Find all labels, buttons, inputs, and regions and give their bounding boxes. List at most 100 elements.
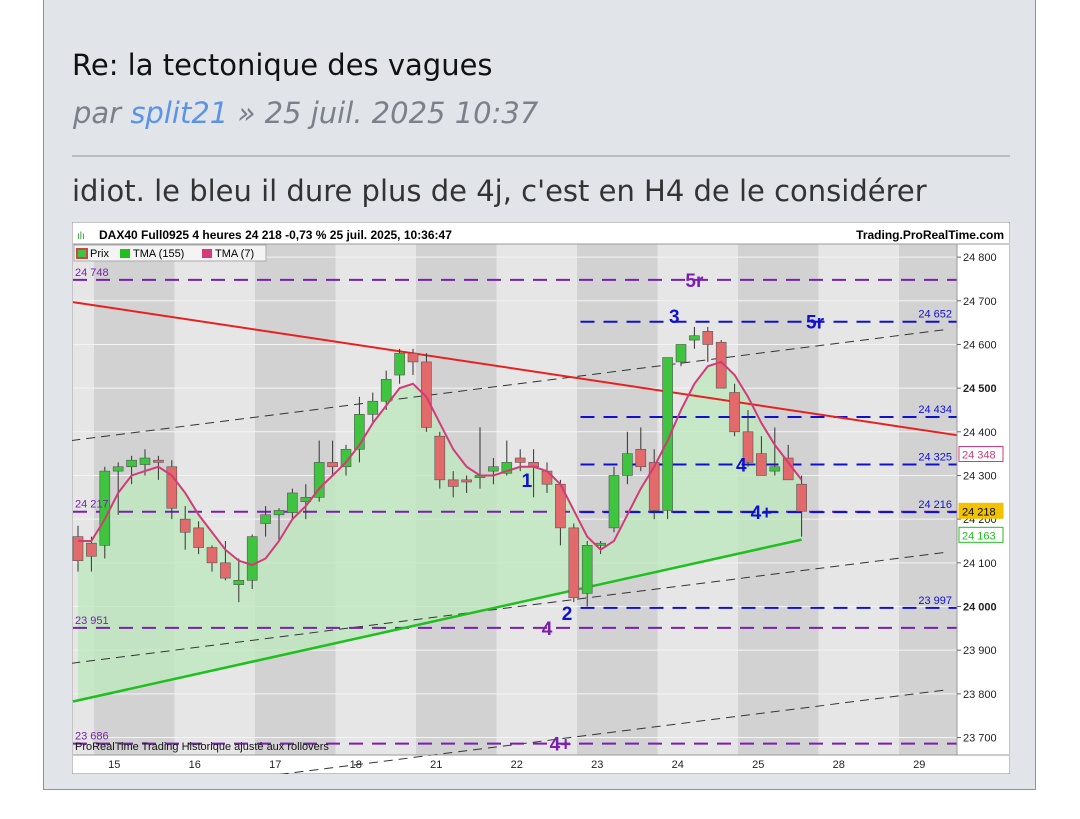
candle-down [72,536,84,561]
forum-post: Re: la tectonique des vagues par split21… [43,0,1036,790]
wave-label: 5r [806,313,825,334]
wave-label: 2 [562,604,573,625]
y-tick-label: 24 300 [963,470,997,482]
y-tick-label: 23 900 [963,645,997,657]
candle-up [608,475,620,529]
candle-up [126,459,137,468]
candle-up [380,379,392,402]
x-tick-label: 23 [591,759,603,771]
y-tick-label: 24 400 [963,427,997,439]
legend-swatch-tma7 [202,249,212,258]
tma155-area-fill [78,361,802,701]
x-tick-label: 24 [672,759,684,771]
chart-source: Trading.ProRealTime.com [856,228,1004,242]
tma7-line [78,360,803,567]
candle-down [220,562,231,579]
candles [72,326,807,607]
candle-down [447,479,459,487]
post-date: 25 juil. 2025 10:37 [264,96,539,130]
legend-label-prix: Prix [90,248,109,260]
candle-up [287,492,298,513]
blue-level-label: 24 434 [918,404,952,416]
wave-label: 3 [669,307,680,328]
candle-up [501,462,513,474]
wave-label: 1 [522,471,533,492]
signal-icon: ılı [77,231,85,242]
y-tick-label: 24 100 [963,558,997,570]
candle-up [675,344,687,363]
channel-line [278,688,950,774]
blue-level-label: 24 652 [918,309,952,321]
candle-up [622,453,633,476]
price-tag-label: 24 218 [962,506,996,518]
candle-down [193,527,204,548]
candle-down [434,435,446,481]
candle-up [340,448,352,468]
candle-down [715,341,727,389]
candle-down [568,527,580,599]
x-tick-label: 22 [511,759,523,771]
candle-down [461,479,472,483]
channel-lines [72,328,950,774]
candle-down [179,518,191,533]
candle-down [514,457,526,463]
y-tick-label: 24 600 [963,339,997,351]
purple-level-label: 24 217 [75,499,109,511]
candle-up [662,357,673,511]
divider [72,155,1010,157]
candle-down [729,392,740,433]
price-tag-box [958,502,1004,519]
wave-label: 4+ [751,503,773,524]
candle-up [313,462,325,498]
x-tick-label: 15 [108,759,120,771]
legend-swatch-prix [76,248,88,259]
chart-image: 5r 3 5r 1 4 4+ 2 4 4+ 24 748 24 217 23 951 23 686 24… [72,222,1010,774]
y-tick-label: 23 700 [963,733,997,745]
y-tick-label: 24 700 [963,296,997,308]
wave-label: 4+ [550,735,572,756]
blue-level-label: 23 997 [918,595,952,607]
price-tag-label: 24 348 [962,450,996,462]
trend-line [72,301,958,437]
chart-header: DAX40 Full0925 4 heures 24 218 -0,73 % 2… [99,228,452,242]
price-tag-box [958,526,1004,543]
y-tick-label: 24 800 [963,252,997,264]
purple-level-label: 24 748 [75,267,109,279]
candle-down [702,331,714,345]
legend-label-tma7: TMA (7) [215,248,254,260]
candle-down [635,448,647,468]
candle-down [153,459,164,463]
candle-down [421,361,432,428]
candle-down [407,352,419,363]
post-title[interactable]: Re: la tectonique des vagues [72,48,493,82]
candle-up [246,536,258,581]
x-axis: 15 16 17 18 21 22 23 24 25 28 29 [108,759,925,771]
author-link[interactable]: split21 [130,96,229,130]
candle-up [354,414,365,450]
candle-up [581,545,593,594]
purple-level-label: 23 951 [75,615,109,627]
header-bar [73,223,1009,244]
candle-up [769,466,781,472]
level-lines [73,278,957,745]
x-tick-label: 28 [833,759,845,771]
candle-up [488,466,499,472]
x-tick-label: 21 [430,759,442,771]
channel-line [72,551,950,664]
candle-down [206,547,218,564]
candle-down [648,462,660,511]
candle-up [260,514,271,524]
candle-down [327,462,338,468]
candle-up [139,457,151,465]
candle-up [233,579,245,585]
candle-down [541,470,553,485]
x-tick-label: 29 [913,759,925,771]
legend: Prix TMA (155) TMA (7) [73,244,267,262]
price-tag-label: 24 163 [962,530,996,542]
candle-down [166,466,178,509]
axis-panel [957,244,1009,755]
